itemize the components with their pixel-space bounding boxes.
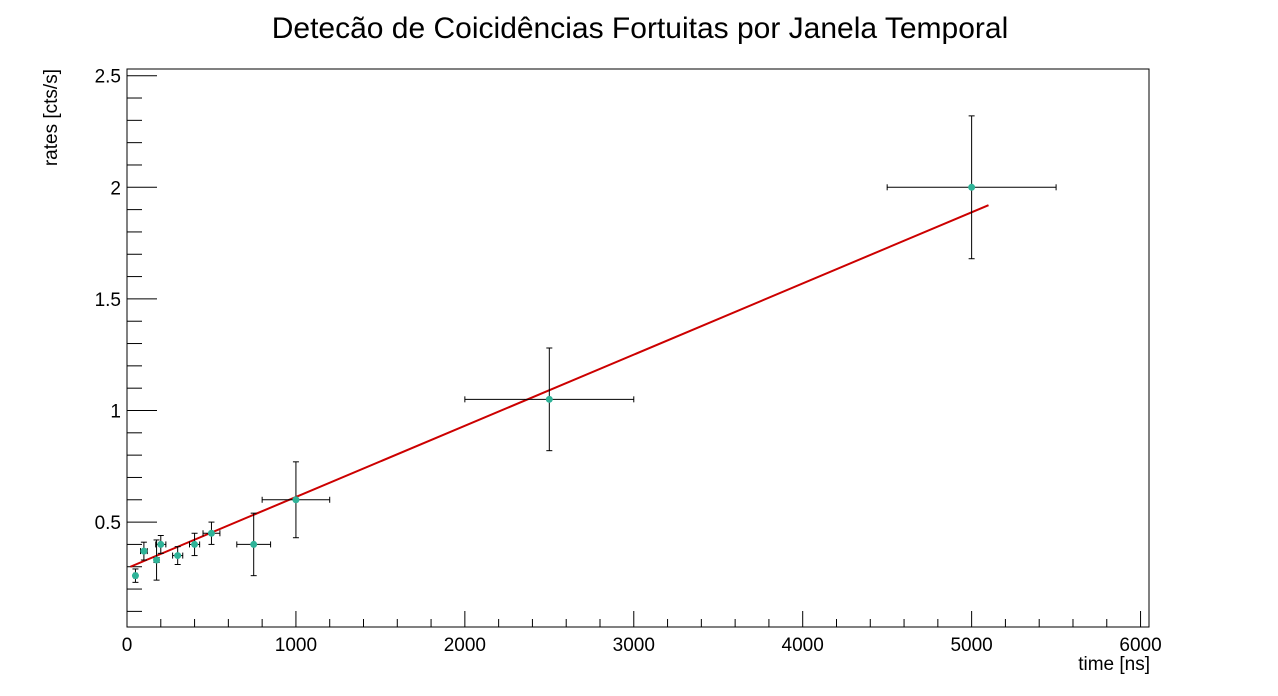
fit-line [129, 204, 989, 568]
data-points-group [131, 183, 976, 580]
x-tick-label: 2000 [444, 635, 486, 656]
plot-frame [126, 68, 1150, 628]
data-point [153, 556, 161, 564]
x-tick-label: 3000 [613, 635, 655, 656]
fit-line-group [129, 204, 989, 568]
y-axis-title: rates [cts/s] [41, 69, 62, 166]
y-tick-label: 2 [110, 178, 121, 199]
x-axis-ticks: 0 1000 2000 3000 4000 5000 6000 [122, 611, 1162, 656]
data-point [131, 572, 139, 580]
data-point [292, 496, 300, 504]
y-tick-label: 1 [110, 401, 121, 422]
data-point [157, 540, 165, 548]
data-point [140, 547, 148, 555]
data-point [968, 183, 976, 191]
data-point [191, 540, 199, 548]
data-point [207, 529, 215, 537]
x-tick-label: 1000 [275, 635, 317, 656]
data-point [545, 395, 553, 403]
error-bars-group [132, 115, 1057, 583]
x-tick-label: 6000 [1119, 635, 1161, 656]
data-point [250, 540, 258, 548]
x-tick-label: 4000 [782, 635, 824, 656]
x-axis-title: time [ns] [1078, 654, 1150, 675]
y-tick-label: 0.5 [95, 513, 121, 534]
x-tick-label: 5000 [950, 635, 992, 656]
data-point [174, 552, 182, 560]
chart-title: Detecão de Coicidências Fortuitas por Ja… [272, 12, 1009, 45]
y-tick-label: 2.5 [95, 67, 121, 88]
y-tick-label: 1.5 [95, 290, 121, 311]
y-axis-ticks: 0.5 1 1.5 2 2.5 [95, 67, 157, 612]
x-tick-label: 0 [122, 635, 133, 656]
